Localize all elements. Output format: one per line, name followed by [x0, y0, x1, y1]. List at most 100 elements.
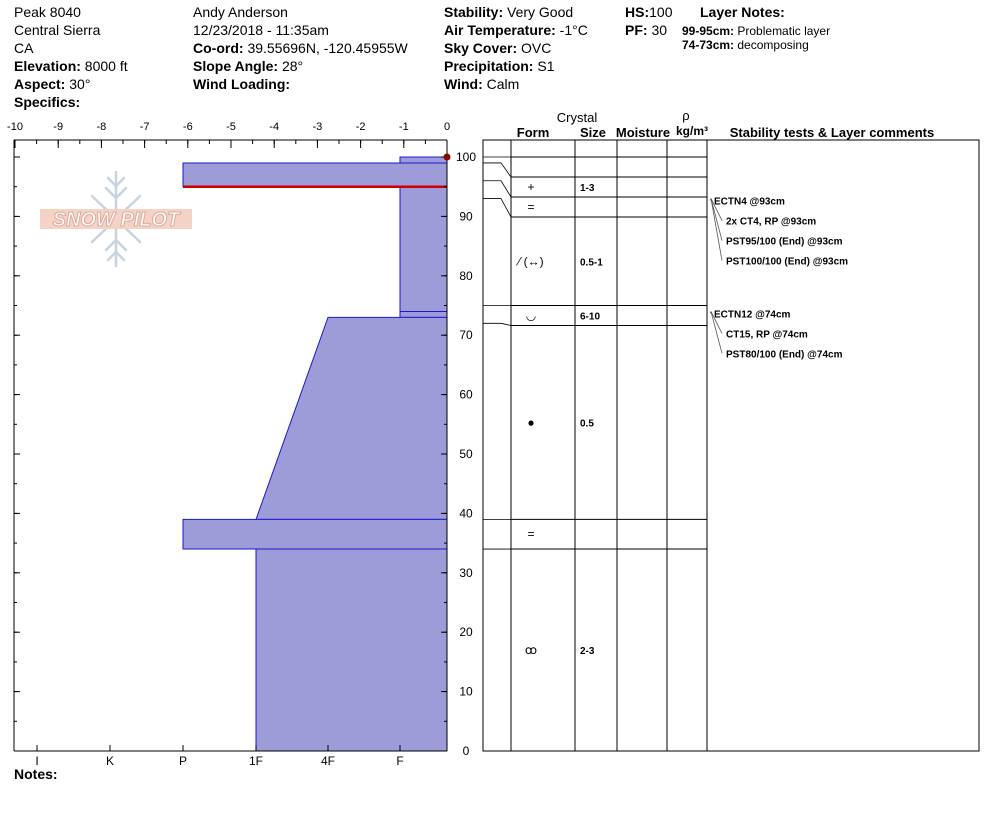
- sky-value: OVC: [521, 40, 552, 56]
- stability-test-label: PST100/100 (End) @93cm: [726, 257, 848, 268]
- hardness-tick-label: 4F: [321, 754, 335, 768]
- wind-loading-row: Wind Loading:: [193, 75, 408, 93]
- layer-notes-title: Layer Notes:: [700, 4, 785, 20]
- air-temp-row: Air Temperature: -1°C: [444, 21, 588, 39]
- temperature-tick-label: -4: [269, 121, 279, 133]
- temperature-tick-label: -9: [53, 121, 63, 133]
- pf-value: 30: [651, 22, 668, 38]
- height-tick-label: 70: [459, 328, 473, 342]
- layer-crystal-size: 6-10: [580, 312, 600, 323]
- stability-test-pointer: [710, 311, 723, 354]
- layer-note-text: Problematic layer: [737, 24, 831, 38]
- hardness-tick-label: K: [106, 754, 114, 768]
- header-form: Form: [517, 125, 550, 140]
- specifics-row: Specifics:: [14, 93, 128, 111]
- hardness-tick-label: F: [396, 754, 403, 768]
- hardness-layer: [182, 162, 448, 188]
- hardness-layer: [399, 310, 448, 318]
- wind-loading-label: Wind Loading:: [193, 76, 291, 92]
- layer-connector: [483, 322, 512, 326]
- height-tick-label: 0: [463, 744, 470, 758]
- notes-label: Notes:: [14, 766, 58, 782]
- layer-crystal-size: 0.5-1: [580, 257, 603, 268]
- stability-test-pointer: [710, 198, 723, 221]
- sky-row: Sky Cover: OVC: [444, 39, 588, 57]
- air-temp-value: -1°C: [559, 22, 588, 38]
- stability-test-pointer: [710, 198, 723, 261]
- header-size: Size: [580, 125, 606, 140]
- hardness-tick-label: I: [35, 754, 38, 768]
- temperature-tick-label: -8: [97, 121, 107, 133]
- precip-value: S1: [537, 58, 555, 74]
- hardness-layer: [255, 548, 448, 752]
- hardness-tick-label: 1F: [249, 754, 263, 768]
- height-tick-label: 90: [459, 209, 473, 223]
- left-frame: -10 -9 -8 -7 -6 -5 -4 -3 -2 -1 0100908070605040302…: [7, 121, 476, 768]
- temperature-tick-label: -6: [183, 121, 193, 133]
- surface-temperature-point: [443, 153, 451, 161]
- height-tick-label: 10: [459, 685, 473, 699]
- height-tick-label: 30: [459, 566, 473, 580]
- layer-note: 99-95cm: Problematic layer: [682, 24, 830, 38]
- header-crystal: Crystal: [557, 110, 598, 125]
- stability-test-label: PST80/100 (End) @74cm: [726, 349, 843, 360]
- slope-label: Slope Angle:: [193, 58, 279, 74]
- layer-note: 74-73cm: decomposing: [682, 38, 830, 52]
- stability-row: Stability: Very Good: [444, 3, 588, 21]
- aspect-label: Aspect:: [14, 76, 66, 92]
- wind-value: Calm: [486, 76, 520, 92]
- hardness-profile: [182, 156, 448, 752]
- layer-connector: [483, 180, 512, 198]
- height-tick-label: 40: [459, 506, 473, 520]
- wind-row: Wind: Calm: [444, 75, 588, 93]
- layer-crystal-form: =: [527, 527, 534, 541]
- precip-row: Precipitation: S1: [444, 57, 588, 75]
- state: CA: [14, 40, 34, 56]
- hardness-layer: [182, 518, 448, 550]
- layer-crystal-form: +: [527, 180, 534, 194]
- temperature-tick-label: -3: [313, 121, 323, 133]
- layer-crystal-form: =: [527, 200, 534, 214]
- layer-note-range: 74-73cm:: [682, 38, 735, 52]
- aspect-row: Aspect: 30°: [14, 75, 128, 93]
- elevation-row: Elevation: 8000 ft: [14, 57, 128, 75]
- hs-value: 100: [649, 4, 673, 20]
- header-moisture: Moisture: [616, 125, 670, 140]
- layer-crystal-form: ●: [527, 415, 534, 429]
- observer: Andy Anderson: [193, 4, 288, 20]
- sky-label: Sky Cover:: [444, 40, 518, 56]
- slope-row: Slope Angle: 28°: [193, 57, 408, 75]
- temperature-tick-label: -1: [399, 121, 409, 133]
- logo-text: SNOW PILOT: [53, 209, 181, 231]
- precip-label: Precipitation:: [444, 58, 534, 74]
- stability-label: Stability:: [444, 4, 504, 20]
- location: Peak 8040: [14, 4, 81, 20]
- aspect-value: 30°: [69, 76, 91, 92]
- stability-test-pointer: [710, 311, 723, 334]
- stability-value: Very Good: [507, 4, 574, 20]
- temperature-tick-label: -5: [226, 121, 236, 133]
- layer-crystal-form: ⁄ (↔): [515, 254, 543, 268]
- stability-test-pointer: [710, 198, 723, 241]
- height-tick-label: 20: [459, 625, 473, 639]
- layer-note-text: decomposing: [737, 38, 809, 52]
- coord-value: 39.55696N, -120.45955W: [247, 40, 408, 56]
- stability-test-label: PST95/100 (End) @93cm: [726, 237, 843, 248]
- layer-crystal-form: ◡: [526, 309, 536, 323]
- height-tick-label: 100: [456, 150, 476, 164]
- elevation-value: 8000 ft: [84, 58, 128, 74]
- hardness-layer: [399, 186, 448, 312]
- stability-test-label: ECTN4 @93cm: [714, 197, 785, 208]
- range: Central Sierra: [14, 22, 101, 38]
- layer-note-range: 99-95cm:: [682, 24, 735, 38]
- hardness-tick-label: P: [179, 754, 187, 768]
- header-stability: Stability tests & Layer comments: [730, 125, 934, 140]
- stability-test-label: CT15, RP @74cm: [726, 329, 808, 340]
- stability-test-label: 2x CT4, RP @93cm: [726, 217, 816, 228]
- pf-row: PF: 30: [625, 21, 672, 39]
- hs-label: HS:: [625, 4, 650, 20]
- layer-crystal-size: 2-3: [580, 646, 595, 657]
- air-temp-label: Air Temperature:: [444, 22, 556, 38]
- pf-label: PF:: [625, 22, 648, 38]
